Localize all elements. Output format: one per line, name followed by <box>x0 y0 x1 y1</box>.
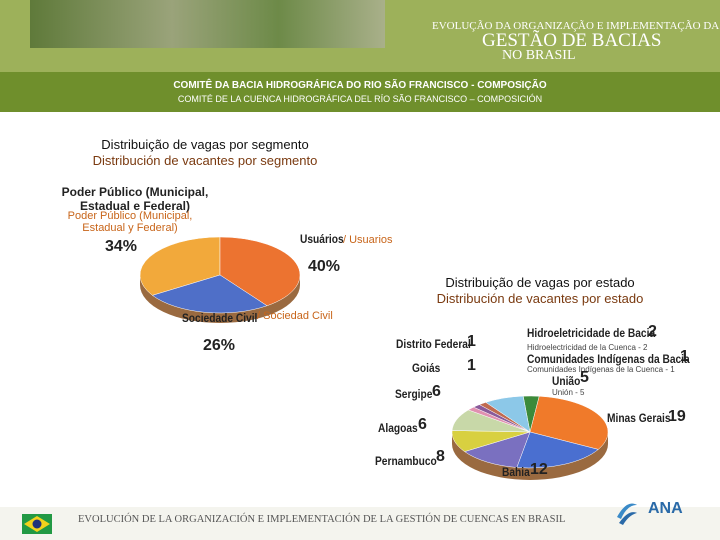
value-label: 8 <box>436 448 445 465</box>
value-label: 1 <box>467 333 476 350</box>
logo-text: ANA <box>648 500 683 517</box>
header-line: NO BRASIL <box>502 48 576 63</box>
chart-title: Distribuição de vagas por segmento <box>101 137 309 152</box>
slice-label: Alagoas <box>378 421 418 435</box>
value-label: 5 <box>580 369 589 386</box>
pie-slice <box>464 431 531 468</box>
slice-label: Sergipe <box>395 387 433 401</box>
value-label: 6 <box>418 416 427 433</box>
slice-label: Minas Gerais <box>607 411 671 425</box>
logo-mark <box>617 503 637 525</box>
slice-label: Sociedade Civil <box>182 311 258 325</box>
slice-note: Unión - 5 <box>552 388 585 397</box>
footer-bg <box>0 507 720 540</box>
pie-slice <box>151 274 268 314</box>
slice-label: União <box>552 374 581 388</box>
slice-label: Comunidades Indígenas da Bacia <box>527 352 690 366</box>
pie-slice <box>529 395 609 450</box>
banner <box>0 72 720 112</box>
slice-label: Usuários <box>300 232 344 246</box>
banner-pt: COMITÊ DA BACIA HIDROGRÁFICA DO RIO SÃO … <box>173 80 547 91</box>
chart-subtitle: Distribución de vacantes por segmento <box>92 153 318 168</box>
slice-label-es: / Usuarios <box>343 234 393 246</box>
value-label: 6 <box>432 383 441 400</box>
flag <box>22 514 52 534</box>
slice-label: Poder Público (Municipal, Estadual e Fed… <box>61 185 209 213</box>
value-label: 2 <box>648 323 657 340</box>
chart-title: Distribuição de vagas por estado <box>445 275 635 290</box>
header-photo <box>30 0 385 48</box>
header-line: EVOLUÇÃO DA ORGANIZAÇÃO E IMPLEMENTAÇÃO … <box>432 20 720 32</box>
value-label: 1 <box>467 357 476 374</box>
slice-note: Hidroelectricidad de la Cuenca - 2 <box>527 343 648 352</box>
slice-label-es: Poder Público (Municipal, Estadual y Fed… <box>67 210 193 234</box>
slice-label: Pernambuco <box>375 454 437 468</box>
footer-text: EVOLUCIÓN DE LA ORGANIZACIÓN E IMPLEMENT… <box>78 514 566 525</box>
banner-es: COMITÉ DE LA CUENCA HIDROGRÁFICA DEL RÍO… <box>177 94 543 104</box>
chart-subtitle: Distribución de vacantes por estado <box>436 291 644 306</box>
value-label: 19 <box>668 408 686 425</box>
slice-label-es: / Sociedad Civil <box>257 310 333 322</box>
value-label: 40% <box>308 258 341 275</box>
value-label: 26% <box>203 337 236 354</box>
pie-slice <box>516 431 599 469</box>
slice-label: Hidroeletricidade de Bacia <box>527 326 656 340</box>
slice-label: Distrito Federal <box>396 337 471 351</box>
value-label: 12 <box>530 461 548 478</box>
pie-slice <box>219 236 301 307</box>
header-title: GESTÃO DE BACIAS <box>482 30 662 51</box>
value-label: 1 <box>680 348 689 365</box>
slice-label: Goiás <box>412 361 441 375</box>
slice-note: Comunidades Indígenas de la Cuenca - 1 <box>527 365 675 374</box>
slice-label: Bahia <box>502 465 530 479</box>
pie-slice <box>485 395 531 433</box>
value-label: 34% <box>105 238 138 255</box>
